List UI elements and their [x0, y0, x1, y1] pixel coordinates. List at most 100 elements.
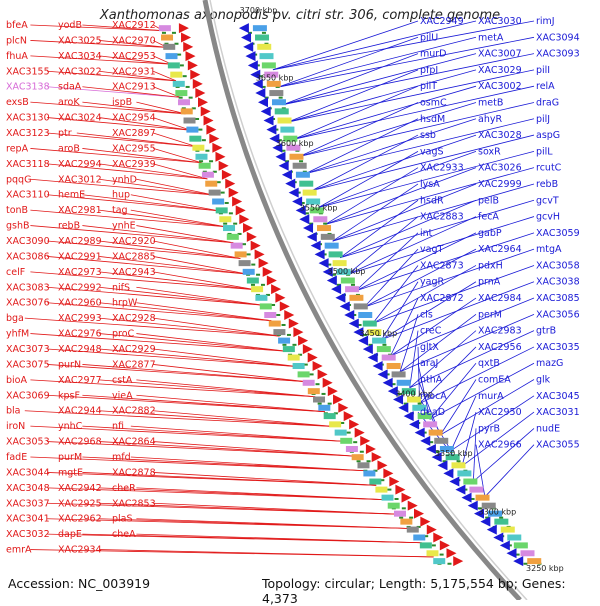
label-connector: [153, 132, 197, 147]
position-tick-label: 3350 kbp: [435, 449, 473, 458]
forward-gene-arrow: [246, 231, 257, 242]
gene-category-block: [223, 225, 236, 232]
label-connector: [355, 232, 419, 292]
reverse-gene-arrow: [362, 344, 373, 355]
tick-dot: [201, 139, 206, 142]
reverse-gene-arrow: [414, 427, 425, 438]
label-connector: [363, 248, 477, 308]
forward-gene-arrow: [218, 160, 229, 171]
tick-dot: [174, 42, 179, 45]
label-connector: [347, 216, 477, 275]
label-connector: [325, 167, 419, 225]
reverse-gene-arrow: [486, 524, 497, 535]
label-connector: [355, 232, 535, 292]
label-connector: [136, 379, 316, 398]
label-connector: [318, 151, 419, 208]
reverse-gene-arrow: [252, 78, 263, 89]
label-connector: [99, 117, 191, 131]
gene-label-left: XAC2934: [58, 545, 102, 556]
gene-label-left: bfeA: [6, 20, 28, 31]
gene-category-block: [177, 99, 190, 106]
label-connector: [82, 456, 366, 472]
gene-category-block: [391, 371, 406, 378]
forward-gene-arrow: [190, 69, 201, 80]
forward-gene-arrow: [453, 556, 464, 567]
gene-label-left: XAC2962: [58, 514, 102, 525]
label-connector: [130, 425, 345, 442]
forward-gene-arrow: [349, 419, 360, 430]
gene-label-left: XAC2992: [58, 282, 102, 293]
gene-label-right: murA: [478, 391, 504, 402]
tick-dot: [264, 42, 269, 45]
gene-category-block: [369, 478, 382, 485]
gene-category-block: [340, 277, 355, 284]
label-connector: [390, 297, 419, 356]
gene-label-left: proC: [112, 329, 135, 340]
label-connector: [99, 40, 168, 48]
tick-dot: [228, 212, 233, 215]
tick-dot: [281, 149, 286, 152]
label-connector: [47, 364, 307, 383]
forward-gene-arrow: [338, 402, 349, 413]
forward-gene-arrow: [395, 484, 406, 495]
label-connector: [440, 379, 535, 436]
gene-category-block: [345, 446, 358, 453]
gene-label-left: mgtE: [58, 467, 83, 478]
gene-category-block: [186, 126, 199, 133]
gene-label-right: pilL: [536, 146, 553, 157]
gene-category-block: [358, 312, 373, 318]
tick-dot: [191, 107, 196, 110]
forward-gene-arrow: [235, 205, 246, 216]
tick-dot: [286, 333, 291, 336]
reverse-gene-arrow: [420, 435, 431, 446]
tick-dot: [261, 31, 266, 34]
tick-dot: [188, 96, 193, 99]
label-connector: [30, 101, 186, 115]
tick-dot: [175, 85, 180, 88]
tick-dot: [431, 544, 436, 547]
label-connector: [99, 271, 256, 291]
gene-label-left: XAC3075: [6, 359, 50, 370]
tick-dot: [246, 253, 251, 256]
forward-gene-arrow: [360, 435, 371, 446]
label-connector: [130, 456, 366, 472]
gene-label-right: XAC3028: [478, 130, 522, 141]
label-connector: [409, 330, 419, 388]
gene-label-right: pilU: [420, 32, 438, 43]
reverse-gene-arrow: [467, 500, 478, 511]
gene-category-block: [329, 421, 342, 428]
label-connector-lines: [24, 20, 535, 558]
reverse-gene-arrow: [339, 301, 350, 312]
tick-dot: [470, 497, 475, 500]
label-connector: [311, 134, 535, 191]
reverse-gene-arrow: [393, 394, 404, 405]
gene-label-left: XAC2981: [58, 205, 102, 216]
tick-dot: [368, 343, 373, 346]
label-connector: [419, 346, 535, 404]
reverse-gene-arrow: [285, 178, 296, 189]
gene-label-right: XAC2933: [420, 163, 464, 174]
gene-category-block: [278, 337, 291, 344]
reverse-gene-arrow: [295, 205, 306, 216]
gene-label-left: XAC2929: [112, 344, 156, 355]
gene-category-block: [212, 198, 225, 205]
tick-dot: [350, 283, 355, 286]
reverse-gene-arrow: [348, 318, 359, 329]
tick-dot: [185, 85, 190, 88]
right-gene-labels: rimJ XAC3094 XAC3093 pilI relA draG pilJ aspG pi…: [420, 16, 580, 451]
label-connector: [153, 502, 399, 515]
reverse-gene-arrow: [288, 187, 299, 198]
forward-gene-arrow: [377, 460, 388, 471]
label-connector: [99, 333, 289, 352]
gene-label-left: fadE: [6, 452, 27, 463]
gene-label-left: XAC2925: [58, 498, 102, 509]
reverse-gene-arrow: [513, 556, 524, 567]
gene-category-block: [332, 260, 347, 267]
label-connector: [82, 148, 202, 164]
label-connector: [153, 271, 256, 291]
gene-label-left: plaS: [112, 514, 133, 525]
gene-label-right: XAC3058: [536, 260, 580, 271]
tick-dot: [250, 283, 255, 286]
gene-feature-track: [158, 23, 542, 567]
gene-category-block: [277, 117, 292, 124]
